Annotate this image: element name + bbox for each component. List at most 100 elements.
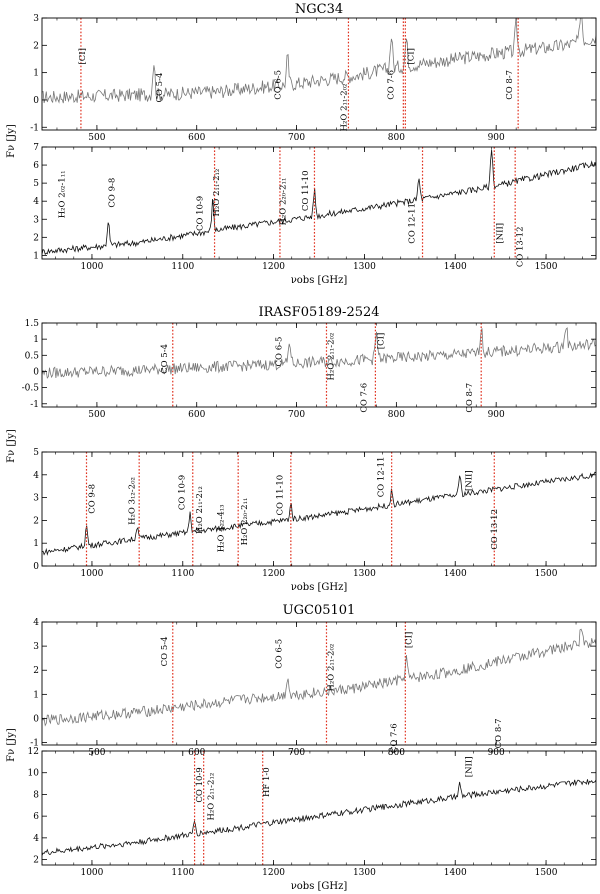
y-tick-label: 3: [33, 14, 39, 24]
x-tick-label: 1100: [171, 569, 194, 579]
plot-frame: [41, 750, 597, 866]
x-tick-label: 500: [88, 748, 105, 758]
y-tick-label: 0: [33, 367, 39, 377]
y-tick-label: 4: [33, 471, 39, 481]
line-label: CO 12-11: [407, 203, 417, 244]
y-tick-label: 2: [33, 41, 39, 51]
y-tick-label: 0: [33, 714, 39, 724]
x-tick-label: 500: [88, 133, 105, 143]
x-tick-label: 1200: [262, 569, 285, 579]
line-label: CO 7-6: [359, 383, 369, 413]
spectrum-line: [42, 779, 596, 856]
x-tick-label: 600: [188, 410, 205, 420]
y-tick-label: 1: [33, 539, 39, 549]
spectrum-line: [42, 18, 596, 104]
y-tick-label: 2: [33, 516, 39, 526]
y-tick-label: 1: [33, 335, 39, 345]
y-tick-label: 12: [28, 747, 39, 757]
line-label: H₂O 2₁₁-2₁₂: [207, 773, 217, 821]
x-tick-label: 1400: [444, 569, 467, 579]
y-tick-label: 3: [33, 642, 39, 652]
y-axis-label: Fν [Jy]: [6, 429, 17, 463]
y-tick-label: 4: [33, 618, 39, 628]
x-tick-label: 1300: [353, 569, 376, 579]
line-label: CO 11-10: [276, 475, 286, 516]
line-label: [NII]: [465, 470, 475, 491]
x-tick-label: 600: [188, 748, 205, 758]
spectrum-panel-2: 1000 1100 1200 1300 1400 1500 1 2 3 4 5 6 7 H₂O 2₀₂-1…: [6, 124, 597, 286]
spectrum-line: [42, 628, 596, 727]
y-tick-label: 1: [33, 690, 39, 700]
y-tick-label: -1: [30, 400, 39, 410]
spectrum-line: [42, 471, 596, 556]
line-label: CO 8-7: [465, 383, 475, 413]
x-tick-label: 900: [488, 748, 505, 758]
y-tick-label: -0.5: [22, 384, 40, 394]
x-tick-label: 1000: [80, 868, 103, 878]
line-label: H₂O 4₂₂-4₁₃: [217, 504, 227, 552]
y-tick-label: 1.5: [25, 319, 40, 329]
y-tick-label: 4: [33, 834, 39, 844]
x-tick-label: 1500: [535, 569, 558, 579]
x-tick-label: 500: [88, 410, 105, 420]
line-label: CO 11-10: [301, 170, 311, 211]
x-tick-label: 800: [388, 410, 405, 420]
panel-title: IRASF05189-2524: [258, 305, 379, 320]
line-label: CO 8-7: [494, 718, 504, 748]
line-label: [CI]: [406, 48, 416, 65]
line-label: CO 5-4: [155, 73, 165, 103]
line-label: CO 12-11: [376, 457, 386, 498]
line-label: CO 8-7: [505, 70, 515, 100]
x-tick-label: 700: [288, 748, 305, 758]
line-label: [CI]: [78, 48, 88, 65]
line-label: CO 9-8: [88, 484, 98, 514]
x-axis-label: νobs [GHz]: [291, 275, 348, 286]
line-label: CO 13-12: [515, 226, 525, 267]
line-label: H₂O 2₂₀-2₁₁: [278, 178, 288, 226]
y-axis-label: Fν [Jy]: [6, 124, 17, 158]
line-label: CO 7-6: [389, 723, 399, 753]
spectrum-line: [42, 327, 596, 379]
x-tick-label: 1400: [444, 868, 467, 878]
line-label: CO 10-9: [195, 767, 205, 802]
x-tick-label: 700: [288, 410, 305, 420]
line-label: [CI]: [404, 632, 414, 649]
x-tick-label: 1100: [171, 868, 194, 878]
line-label: CO 13-12: [490, 509, 500, 550]
spectrum-panel-4: 1000 1100 1200 1300 1400 1500 0 1 2 3 4 5 CO 9-8 H₂O …: [6, 429, 597, 593]
spectrum-line: [42, 149, 596, 256]
y-tick-label: 0: [33, 96, 39, 106]
line-label: H₂O 2₁₁-2₁₂: [212, 169, 222, 217]
line-label: H₂O 2₁₁-2₀₂: [326, 644, 336, 692]
y-tick-label: 2: [33, 666, 39, 676]
y-tick-label: 2: [33, 233, 39, 243]
y-tick-label: 4: [33, 197, 39, 207]
plot-frame: [41, 451, 597, 567]
line-label: H₂O 2₁₁-2₀₂: [339, 84, 349, 132]
line-label: CO 5-4: [160, 344, 170, 374]
y-tick-label: 6: [33, 812, 39, 822]
y-tick-label: 6: [33, 161, 39, 171]
x-tick-label: 600: [188, 133, 205, 143]
y-tick-label: 8: [33, 790, 39, 800]
line-label: CO 6-5: [275, 337, 285, 367]
y-tick-label: -1: [30, 739, 39, 749]
x-tick-label: 900: [488, 410, 505, 420]
x-axis-label: νobs [GHz]: [291, 881, 348, 892]
x-tick-label: 1000: [80, 262, 103, 272]
x-tick-label: 1300: [353, 262, 376, 272]
plot-frame: [41, 322, 597, 408]
x-tick-label: 1000: [80, 569, 103, 579]
x-axis-label: νobs [GHz]: [291, 582, 348, 593]
y-tick-label: 3: [33, 494, 39, 504]
y-tick-label: 1: [33, 69, 39, 79]
x-tick-label: 900: [488, 133, 505, 143]
spectrum-panel-1: NGC34 500 600 700 800 900 -1 0 1 2 3 [CI] CO 5-4 CO 6…: [30, 2, 597, 143]
y-axis-label: Fν [Jy]: [6, 728, 17, 762]
y-tick-label: 0: [33, 562, 39, 572]
y-tick-label: 5: [33, 179, 39, 189]
y-tick-label: -1: [30, 123, 39, 133]
line-label: H₂O 2₀₂-1₁₁: [58, 170, 68, 218]
